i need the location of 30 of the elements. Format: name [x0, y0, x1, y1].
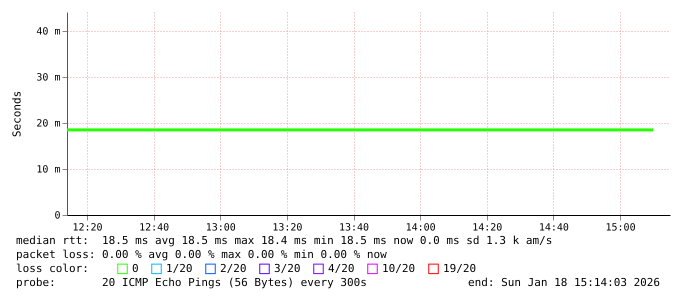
x-tick-label: 12:20 [72, 222, 103, 234]
text: median rtt: [16, 234, 89, 247]
y-tick-label: 30 m [36, 72, 60, 84]
text: 20 ICMP Echo Pings (56 Bytes) every 300s [102, 276, 367, 289]
y-tick-label: 10 m [36, 164, 60, 176]
legend-label: 19/20 [443, 262, 476, 275]
text: probe: [16, 276, 56, 289]
legend-label: 2/20 [220, 262, 246, 275]
x-tick-label: 14:40 [538, 222, 569, 234]
y-tick-label: 0 [54, 210, 60, 222]
y-tick-label: 40 m [36, 26, 60, 38]
x-tick-label: 15:00 [605, 222, 636, 234]
text: end: Sun Jan 18 15:14:03 2026 [468, 276, 660, 289]
y-tick-label: 20 m [36, 118, 60, 130]
x-tick-label: 13:00 [206, 222, 236, 234]
x-tick-label: 13:40 [338, 222, 370, 234]
legend-label: 10/20 [382, 262, 416, 275]
legend-label: 0 [132, 262, 139, 275]
y-axis-title: Seconds [10, 90, 24, 138]
x-tick-label: 14:20 [472, 222, 502, 234]
text: 0.00 % avg 0.00 % max 0.00 % min 0.00 % now [102, 248, 388, 261]
text: packet loss: [16, 248, 96, 261]
legend-title: loss color: [16, 262, 89, 275]
x-tick-label: 13:20 [272, 222, 302, 234]
legend-label: 4/20 [328, 262, 354, 275]
x-tick-label: 12:40 [139, 222, 170, 234]
legend-label: 1/20 [166, 262, 192, 275]
text: 18.5 ms avg 18.5 ms max 18.4 ms min 18.5 ms now 0.0 ms sd 1.3 k am/s [102, 234, 552, 247]
x-tick-label: 14:00 [406, 222, 436, 234]
legend-label: 3/20 [274, 262, 300, 275]
